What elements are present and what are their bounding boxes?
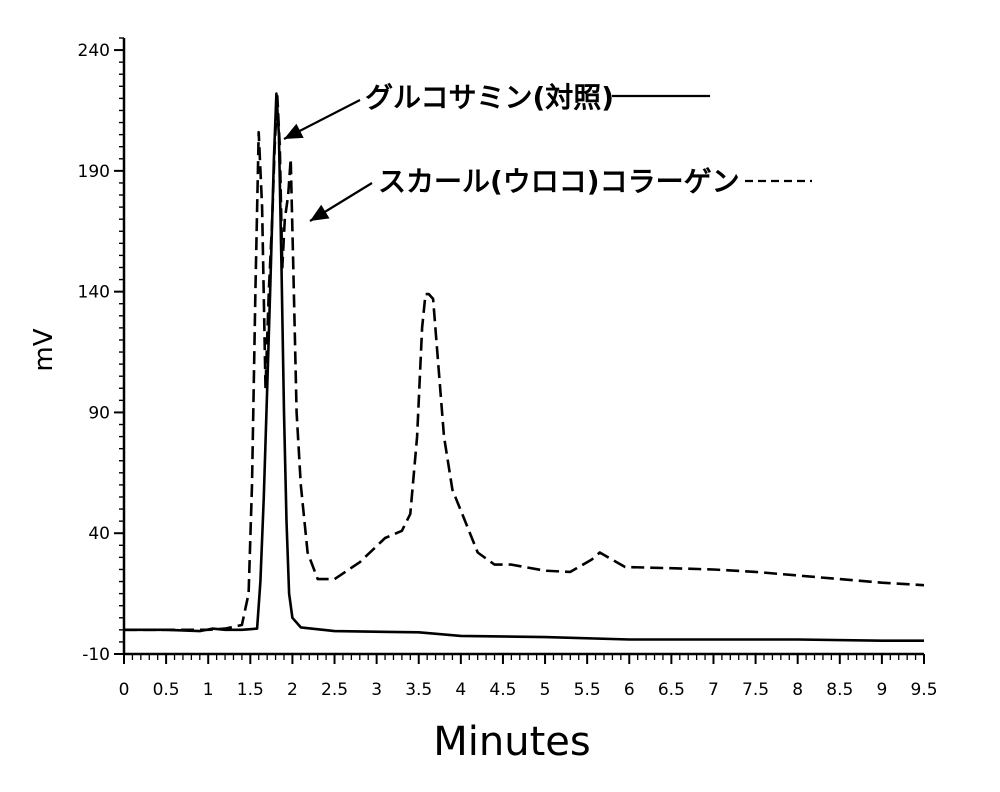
annotation-label-glucosamine: グルコサミン(対照) [365,81,614,114]
x-tick-label: 2 [287,680,298,700]
y-axis-title: mV [29,328,59,371]
series-line-collagen [124,94,925,632]
x-tick-label: 8.5 [826,680,853,700]
x-tick-label: 4 [455,680,466,700]
x-tick-label: 7.5 [742,680,769,700]
x-tick-label: 6.5 [658,680,685,700]
x-tick-label: 1.5 [237,680,264,700]
x-tick-label: 0 [119,680,130,700]
y-tick-label: -10 [82,645,110,665]
y-tick-label: 90 [88,403,110,423]
x-tick-label: 3 [371,680,382,700]
x-tick-label: 0.5 [153,680,180,700]
x-tick-label: 8 [792,680,803,700]
annotation-label-collagen: スカール(ウロコ)コラーゲン [378,165,740,198]
y-tick-label: 240 [78,41,110,61]
series-layer [124,92,925,642]
x-tick-label: 9 [876,680,887,700]
y-tick-label: 140 [78,283,110,303]
x-tick-label: 4.5 [489,680,516,700]
y-tick-label: 40 [88,524,110,544]
axes: -10 40 90 140 190 240 0 0.5 1 1.5 2 2.5 3 3.5 4 4.5 5 5.5… [78,37,938,700]
annotation-arrowhead-collagen [310,204,330,221]
x-tick-label: 9.5 [910,680,937,700]
annotations-layer: グルコサミン(対照) スカール(ウロコ)コラーゲン [283,81,812,222]
x-axis-title: Minutes [433,719,590,765]
y-tick-label: 190 [78,162,110,182]
x-tick-label: 3.5 [405,680,432,700]
x-tick-label: 5 [540,680,551,700]
x-tick-label: 2.5 [321,680,348,700]
x-tick-label: 6 [624,680,635,700]
annotation-arrowhead-glucosamine [284,123,304,139]
x-tick-label: 5.5 [574,680,601,700]
x-tick-label: 1 [203,680,214,700]
x-tick-label: 7 [708,680,719,700]
